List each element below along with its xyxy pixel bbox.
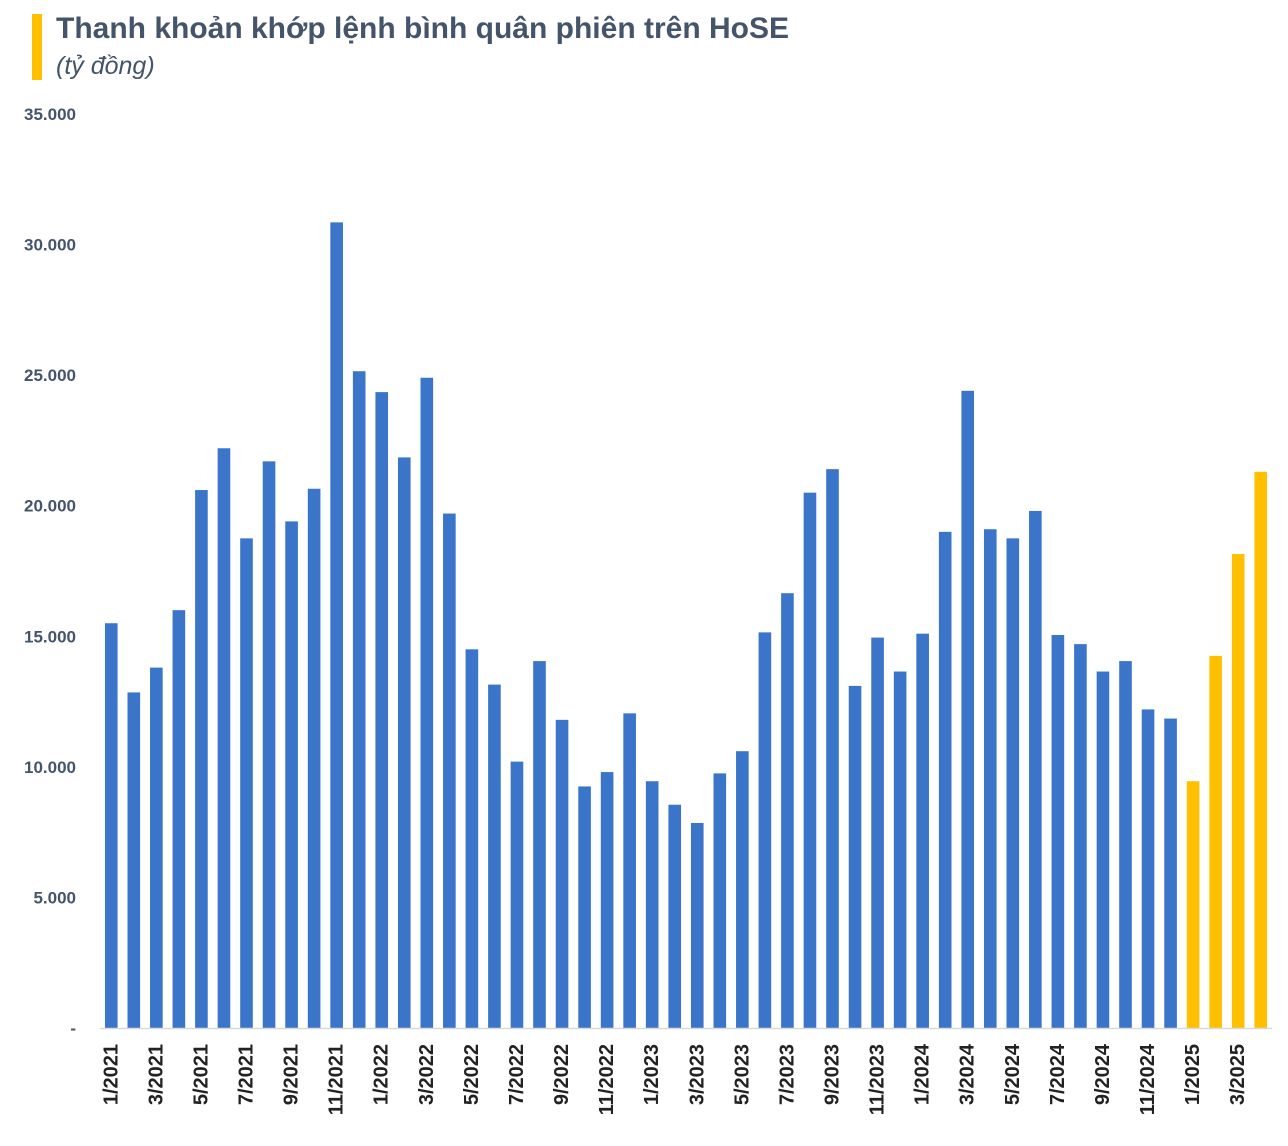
bar-2-2023	[668, 804, 682, 1028]
y-tick-label: 25.000	[24, 366, 76, 385]
x-tick-label: 5/2022	[461, 1044, 483, 1105]
y-tick-label: 15.000	[24, 627, 76, 646]
bar-5-2024	[1006, 538, 1020, 1028]
bar-11-2021	[330, 222, 343, 1028]
bar-7-2024	[1051, 634, 1065, 1028]
x-tick-label: 5/2021	[190, 1044, 212, 1105]
bar-4-2025	[1254, 471, 1268, 1028]
bar-9-2023	[826, 469, 839, 1028]
bar-9-2024	[1096, 671, 1110, 1028]
x-tick-label: 1/2024	[912, 1043, 934, 1105]
x-tick-label: 9/2024	[1092, 1043, 1114, 1105]
bar-8-2021	[262, 461, 276, 1028]
x-tick-label: 3/2024	[957, 1043, 979, 1105]
bar-2-2022	[397, 457, 411, 1028]
y-tick-label: 35.000	[24, 105, 76, 124]
chart-title: Thanh khoản khớp lệnh bình quân phiên tr…	[56, 12, 789, 45]
x-tick-label: 3/2025	[1227, 1044, 1249, 1105]
x-tick-label: 3/2022	[416, 1044, 438, 1105]
x-tick-label: 1/2022	[371, 1044, 393, 1105]
y-tick-label: 10.000	[24, 758, 76, 777]
x-tick-label: 11/2022	[596, 1044, 618, 1115]
x-tick-label: 7/2024	[1047, 1043, 1069, 1105]
bar-7-2022	[510, 761, 524, 1028]
x-tick-label: 3/2023	[686, 1044, 708, 1105]
bar-11-2022	[600, 772, 614, 1028]
bar-1-2025	[1186, 781, 1200, 1028]
x-tick-label: 1/2023	[641, 1044, 663, 1105]
chart-subtitle: (tỷ đồng)	[56, 52, 155, 80]
x-axis-labels: 1/2021 3/2021 5/2021 7/2021 9/2021 11/2021 1/2…	[100, 1043, 1249, 1115]
x-tick-label: 1/2025	[1182, 1044, 1204, 1105]
bar-1-2024	[916, 633, 929, 1028]
bar-1-2021	[104, 623, 118, 1028]
x-tick-label: 9/2021	[281, 1044, 303, 1105]
bar-7-2021	[240, 538, 253, 1028]
bar-10-2022	[578, 786, 591, 1028]
bar-1-2023	[645, 781, 659, 1028]
bar-5-2023	[736, 751, 749, 1028]
x-tick-label: 11/2024	[1137, 1043, 1159, 1115]
bar-10-2024	[1119, 661, 1132, 1028]
bar-6-2023	[758, 632, 772, 1028]
y-tick-label: 20.000	[24, 497, 76, 516]
y-tick-label: -	[70, 1019, 76, 1038]
bars	[104, 222, 1268, 1029]
bar-8-2022	[533, 661, 546, 1028]
bar-6-2022	[488, 684, 501, 1028]
bar-4-2022	[443, 513, 456, 1028]
bar-11-2023	[871, 637, 884, 1028]
bar-8-2024	[1074, 644, 1087, 1028]
bar-5-2021	[195, 490, 208, 1028]
title-accent-bar	[32, 14, 42, 80]
bar-3-2025	[1231, 554, 1245, 1028]
bar-3-2022	[420, 377, 434, 1028]
y-tick-label: 30.000	[24, 236, 76, 255]
bar-2-2024	[938, 531, 952, 1028]
bar-10-2021	[307, 488, 321, 1028]
bar-6-2021	[217, 448, 231, 1028]
x-tick-label: 11/2021	[326, 1044, 348, 1115]
y-axis-labels: - 5.000 10.000 15.000 20.000 25.000 30.000 35.0…	[24, 105, 76, 1038]
x-tick-label: 5/2024	[1002, 1043, 1024, 1105]
bar-12-2022	[623, 713, 636, 1028]
bar-6-2024	[1029, 510, 1042, 1028]
x-tick-label: 9/2023	[822, 1044, 844, 1105]
bar-4-2024	[983, 529, 997, 1028]
bar-12-2024	[1164, 718, 1177, 1028]
x-tick-label: 11/2023	[867, 1044, 889, 1115]
bar-3-2023	[690, 823, 704, 1028]
bar-12-2023	[893, 671, 907, 1028]
y-tick-label: 5.000	[33, 888, 76, 907]
bar-3-2024	[961, 390, 975, 1028]
x-tick-label: 1/2021	[100, 1044, 122, 1105]
bar-8-2023	[803, 492, 817, 1028]
bar-7-2023	[781, 593, 794, 1028]
bar-9-2021	[285, 521, 298, 1028]
bar-10-2023	[848, 685, 862, 1028]
x-tick-label: 9/2022	[551, 1044, 573, 1105]
bar-11-2024	[1141, 709, 1155, 1028]
bar-9-2022	[555, 719, 569, 1028]
bar-12-2021	[352, 371, 366, 1029]
bar-4-2021	[172, 610, 186, 1028]
x-tick-label: 7/2022	[506, 1044, 528, 1105]
bar-5-2022	[465, 649, 479, 1028]
bar-2-2021	[127, 692, 141, 1028]
x-tick-label: 7/2023	[776, 1044, 798, 1105]
bar-2-2025	[1209, 655, 1222, 1028]
bar-3-2021	[150, 667, 163, 1028]
bar-4-2023	[713, 773, 727, 1028]
x-tick-label: 5/2023	[731, 1044, 753, 1105]
bar-1-2022	[375, 392, 389, 1028]
x-tick-label: 7/2021	[236, 1044, 258, 1105]
x-tick-label: 3/2021	[145, 1044, 167, 1105]
